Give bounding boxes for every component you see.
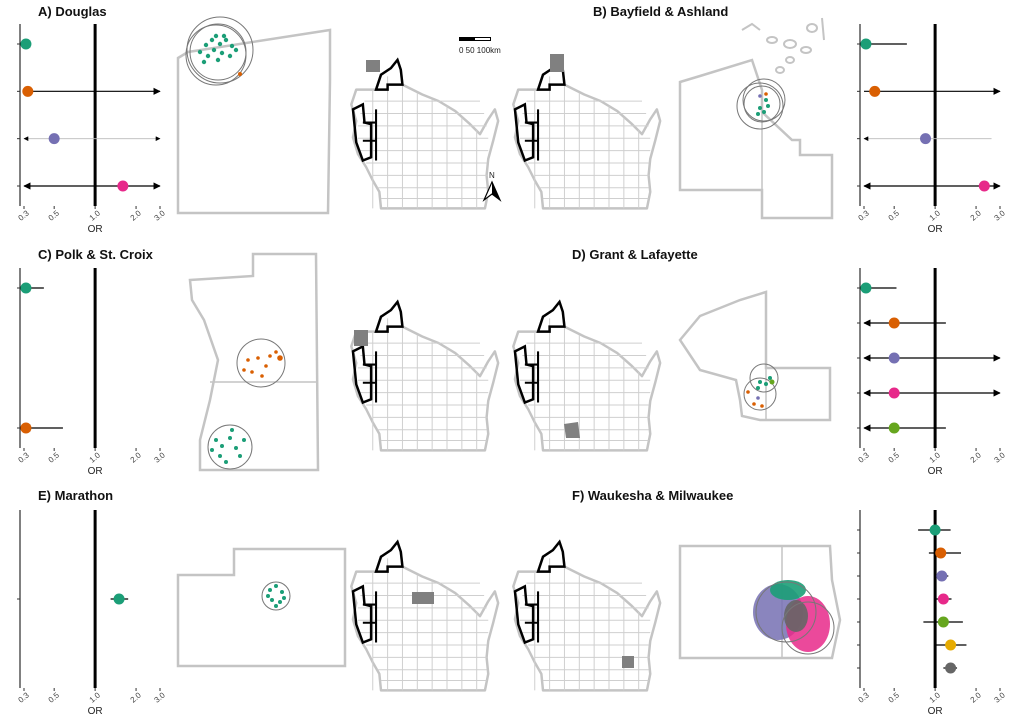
forest-plot-f: 0.3 0.5 1.0 2.0 3.0 OR xyxy=(857,510,1008,717)
x-tick-label: 3.0 xyxy=(993,690,1008,704)
county-map-marathon xyxy=(176,547,347,668)
county-map-polk-stcroix xyxy=(188,252,320,472)
forest-plot-c: 0.3 0.5 1.0 2.0 3.0 OR xyxy=(17,268,168,477)
wisconsin-locator-d xyxy=(511,300,662,452)
point-estimate xyxy=(888,317,900,329)
county-map-bayfield-ashland xyxy=(678,17,834,220)
x-tick-label: 0.3 xyxy=(17,690,32,704)
x-tick-label: 0.5 xyxy=(887,208,902,222)
point-estimate xyxy=(936,570,948,582)
x-tick-label: 1.0 xyxy=(928,450,943,464)
x-tick-label: 0.5 xyxy=(47,208,62,222)
point-estimate xyxy=(869,85,881,97)
forest-plot-e: 0.3 0.5 1.0 2.0 3.0 OR xyxy=(17,510,168,717)
point-estimate xyxy=(945,639,957,651)
x-axis-label: OR xyxy=(928,224,943,235)
wisconsin-locator-e xyxy=(349,540,500,692)
point-estimate xyxy=(22,85,34,97)
point-estimate xyxy=(888,387,900,399)
x-tick-label: 0.5 xyxy=(887,450,902,464)
wisconsin-locator-a xyxy=(349,58,500,210)
x-tick-label: 2.0 xyxy=(969,450,984,464)
county-map-waukesha-milwaukee xyxy=(678,544,842,660)
forest-plot-a: 0.3 0.5 1.0 2.0 3.0 OR xyxy=(17,24,168,235)
x-tick-label: 3.0 xyxy=(153,690,168,704)
panel-d-title: D) Grant & Lafayette xyxy=(572,247,698,262)
x-tick-label: 1.0 xyxy=(88,690,103,704)
point-estimate xyxy=(20,422,32,434)
x-tick-label: 2.0 xyxy=(969,690,984,704)
x-axis-label: OR xyxy=(88,706,103,717)
wisconsin-locator-f xyxy=(511,540,662,692)
point-estimate xyxy=(117,180,129,192)
north-arrow-icon: N xyxy=(482,171,502,202)
forest-plot-d: 0.3 0.5 1.0 2.0 3.0 OR xyxy=(857,268,1008,477)
wisconsin-locator-b xyxy=(511,54,662,210)
x-tick-label: 0.3 xyxy=(17,450,32,464)
x-tick-label: 1.0 xyxy=(928,208,943,222)
panel-b-title: B) Bayfield & Ashland xyxy=(593,4,728,19)
x-tick-label: 0.3 xyxy=(857,208,872,222)
x-tick-label: 3.0 xyxy=(153,450,168,464)
point-estimate xyxy=(937,616,949,628)
x-tick-label: 0.3 xyxy=(857,450,872,464)
county-map-douglas xyxy=(176,16,332,215)
point-estimate xyxy=(945,662,957,674)
point-estimate xyxy=(888,422,900,434)
point-estimate xyxy=(929,524,941,536)
wisconsin-locator-c xyxy=(349,300,500,452)
point-estimate xyxy=(48,133,60,145)
panel-f-title: F) Waukesha & Milwaukee xyxy=(572,488,733,503)
x-tick-label: 1.0 xyxy=(88,450,103,464)
x-axis-label: OR xyxy=(928,466,943,477)
x-tick-label: 1.0 xyxy=(928,690,943,704)
point-estimate xyxy=(860,38,872,50)
point-estimate xyxy=(20,282,32,294)
x-axis-label: OR xyxy=(88,466,103,477)
x-tick-label: 2.0 xyxy=(129,208,144,222)
svg-text:N: N xyxy=(489,171,495,180)
x-tick-label: 0.5 xyxy=(47,450,62,464)
x-tick-label: 2.0 xyxy=(129,690,144,704)
point-estimate xyxy=(978,180,990,192)
point-estimate xyxy=(860,282,872,294)
x-tick-label: 3.0 xyxy=(993,450,1008,464)
point-estimate xyxy=(935,547,947,559)
scale-bar: 0 50 100km xyxy=(459,37,501,55)
panel-a-title: A) Douglas xyxy=(38,4,107,19)
x-tick-label: 0.3 xyxy=(17,208,32,222)
x-tick-label: 0.5 xyxy=(47,690,62,704)
point-estimate xyxy=(113,593,125,605)
x-tick-label: 3.0 xyxy=(153,208,168,222)
x-tick-label: 0.3 xyxy=(857,690,872,704)
panel-c-title: C) Polk & St. Croix xyxy=(38,247,154,262)
x-tick-label: 2.0 xyxy=(129,450,144,464)
point-estimate xyxy=(888,352,900,364)
point-estimate xyxy=(20,38,32,50)
forest-plot-b: 0.3 0.5 1.0 2.0 3.0 OR xyxy=(857,24,1008,235)
x-tick-label: 0.5 xyxy=(887,690,902,704)
panel-e-title: E) Marathon xyxy=(38,488,113,503)
x-axis-label: OR xyxy=(928,706,943,717)
x-tick-label: 1.0 xyxy=(88,208,103,222)
county-map-grant-lafayette xyxy=(678,290,832,422)
point-estimate xyxy=(937,593,949,605)
x-axis-label: OR xyxy=(88,224,103,235)
x-tick-label: 3.0 xyxy=(993,208,1008,222)
svg-text:0 50 100km: 0 50 100km xyxy=(459,46,501,55)
point-estimate xyxy=(920,133,932,145)
x-tick-label: 2.0 xyxy=(969,208,984,222)
